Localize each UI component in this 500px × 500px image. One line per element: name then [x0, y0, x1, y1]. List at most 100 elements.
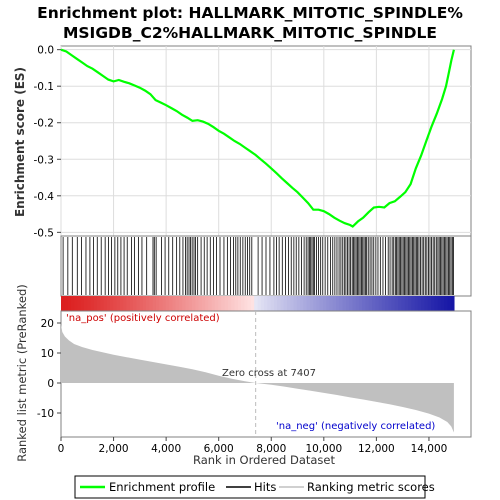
es-y-axis-label: Enrichment score (ES): [13, 67, 27, 217]
color-bar-segment: [450, 296, 455, 311]
color-bar-segment: [368, 296, 373, 311]
color-bar-segment: [408, 296, 412, 311]
color-bar-segment: [237, 296, 242, 311]
color-bar-segment: [303, 296, 308, 311]
color-bar-segment: [385, 296, 390, 311]
color-bar-segment: [208, 296, 213, 311]
color-bar-segment: [313, 296, 317, 311]
color-bar-segment: [306, 296, 311, 311]
color-bar-segment: [264, 296, 268, 311]
es-panel-frame: [60, 45, 472, 237]
color-bar-segment: [74, 296, 78, 311]
color-bar-segment: [191, 296, 196, 311]
color-bar-segment: [404, 296, 409, 311]
color-bar-segment: [175, 296, 180, 311]
color-bar-segment: [421, 296, 426, 311]
color-bar-segment: [126, 296, 131, 311]
color-bar-segment: [123, 296, 128, 311]
color-bar-segment: [162, 296, 167, 311]
color-bar-segment: [185, 296, 190, 311]
color-bar-segment: [277, 296, 281, 311]
x-tick-label: 4,000: [151, 443, 181, 455]
es-tick-label: -0.5: [34, 227, 55, 239]
color-bar-segment: [110, 296, 114, 311]
color-bar-segment: [447, 296, 452, 311]
chart-title-line2: MSIGDB_C2%HALLMARK_MITOTIC_SPINDLE: [63, 24, 437, 42]
color-bar-segment: [247, 296, 252, 311]
es-tick-label: -0.2: [34, 118, 55, 130]
es-tick-label: -0.3: [34, 154, 55, 166]
metric-tick-label: 0: [47, 378, 54, 390]
color-bar-segment: [316, 296, 321, 311]
color-bar-segment: [182, 296, 187, 311]
color-bar-segment: [349, 296, 354, 311]
color-bar-segment: [119, 296, 124, 311]
color-bar-segment: [434, 296, 439, 311]
color-bar-segment: [394, 296, 399, 311]
color-bar-segment: [440, 296, 445, 311]
color-bar-segment: [214, 296, 219, 311]
color-bar-segment: [355, 296, 360, 311]
color-bar-segment: [345, 296, 350, 311]
color-bar-segment: [296, 296, 301, 311]
color-bar-segment: [339, 296, 344, 311]
ranking-metric-area: [61, 324, 454, 433]
color-bar-segment: [358, 296, 363, 311]
metric-tick-label: 10: [41, 348, 54, 360]
color-bar-segment: [430, 296, 435, 311]
rank-color-bar: [61, 296, 455, 311]
color-bar-segment: [411, 296, 416, 311]
color-bar-segment: [218, 296, 223, 311]
metric-panel: 20 10 0 -10 Zero cross at 7407 'na_pos' (po…: [15, 284, 472, 462]
color-bar-segment: [270, 296, 275, 311]
color-bar-segment: [178, 296, 183, 311]
color-bar-segment: [398, 296, 403, 311]
enrichment-profile-line: [60, 48, 455, 228]
color-bar-segment: [352, 296, 357, 311]
color-bar-segment: [444, 296, 448, 311]
positive-correlated-label: 'na_pos' (positively correlated): [66, 313, 220, 324]
color-bar-segment: [90, 296, 95, 311]
x-tick-label: 10,000: [305, 443, 342, 455]
color-bar-segment: [221, 296, 226, 311]
color-bar-segment: [224, 296, 229, 311]
color-bar-segment: [362, 296, 367, 311]
color-bar-segment: [427, 296, 432, 311]
color-bar-segment: [293, 296, 298, 311]
color-bar-segment: [267, 296, 272, 311]
color-bar-segment: [116, 296, 121, 311]
x-tick-label: 2,000: [99, 443, 129, 455]
color-bar-segment: [424, 296, 429, 311]
color-bar-segment: [300, 296, 304, 311]
color-bar-segment: [417, 296, 422, 311]
color-bar-segment: [172, 296, 177, 311]
color-bar-segment: [378, 296, 383, 311]
color-bar-segment: [211, 296, 216, 311]
color-bar-segment: [188, 296, 193, 311]
color-bar-segment: [342, 296, 347, 311]
color-bar-segment: [273, 296, 278, 311]
legend-enrichment-label: Enrichment profile: [109, 480, 215, 494]
color-bar-segment: [67, 296, 72, 311]
color-bar-segment: [100, 296, 105, 311]
color-bar-segment: [319, 296, 324, 311]
legend-metric-label: Ranking metric scores: [307, 480, 435, 494]
color-bar-segment: [391, 296, 396, 311]
color-bar-segment: [87, 296, 92, 311]
color-bar-segment: [80, 296, 85, 311]
color-bar-segment: [250, 296, 255, 311]
x-tick-label: 14,000: [411, 443, 448, 455]
color-bar-segment: [139, 296, 144, 311]
color-bar-segment: [97, 296, 101, 311]
legend-hits-label: Hits: [254, 480, 276, 494]
color-bar-segment: [280, 296, 285, 311]
color-bar-segment: [61, 296, 65, 311]
color-bar-segment: [401, 296, 406, 311]
x-tick-label: 12,000: [358, 443, 395, 455]
color-bar-segment: [365, 296, 370, 311]
x-tick-label: 8,000: [256, 443, 286, 455]
color-bar-segment: [254, 296, 259, 311]
color-bar-segment: [83, 296, 88, 311]
color-bar-segment: [322, 296, 327, 311]
